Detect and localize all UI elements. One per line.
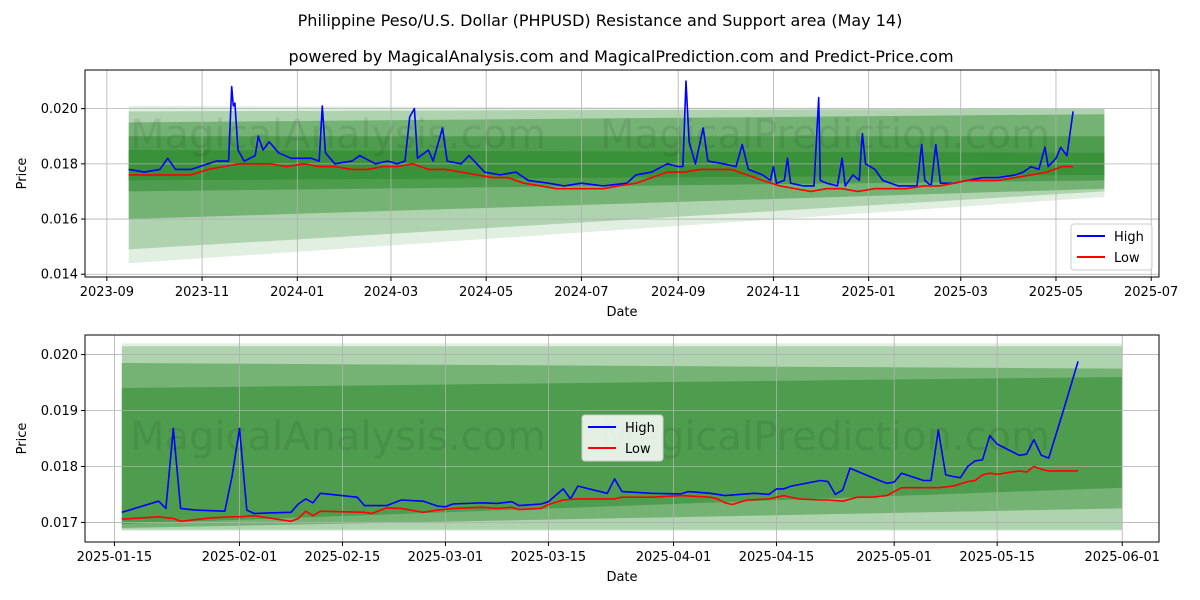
series-line-low <box>121 465 1079 523</box>
x-tick-label: 2025-03 <box>934 285 988 300</box>
y-tick-label: 0.019 <box>41 404 78 419</box>
legend: High Low <box>1070 223 1153 271</box>
x-tick-label: 2023-11 <box>175 285 229 300</box>
x-tick-label: 2025-02-15 <box>305 550 381 565</box>
watermark: MagicalPrediction.com <box>600 112 1050 158</box>
y-tick-label: 0.017 <box>41 516 78 531</box>
x-tick-label: 2025-06-01 <box>1084 550 1160 565</box>
x-tick-label: 2025-04-15 <box>739 550 815 565</box>
y-tick-label: 0.018 <box>41 460 78 475</box>
x-tick-label: 2025-04-01 <box>636 550 712 565</box>
axes-frame <box>84 69 1160 278</box>
x-axis-label: Date <box>606 570 637 585</box>
x-axis-label: Date <box>606 305 637 320</box>
legend-label-low: Low <box>625 442 651 457</box>
y-tick-label: 0.014 <box>41 268 78 283</box>
chart-title: Philippine Peso/U.S. Dollar (PHPUSD) Res… <box>298 11 903 30</box>
y-tick-label: 0.020 <box>41 102 78 117</box>
x-tick-label: 2024-09 <box>651 285 705 300</box>
y-axis-label: Price <box>15 158 30 190</box>
x-tick-label: 2024-11 <box>746 285 800 300</box>
y-axis-label: Price <box>15 423 30 455</box>
legend-label-high: High <box>625 421 655 436</box>
x-tick-label: 2025-07 <box>1124 285 1178 300</box>
y-tick-label: 0.020 <box>41 348 78 363</box>
x-tick-label: 2025-02-01 <box>202 550 278 565</box>
legend-label-high: High <box>1114 230 1144 245</box>
legend: High Low <box>581 414 664 462</box>
top-panel: MagicalAnalysis.com MagicalPrediction.com… <box>15 69 1178 320</box>
series-line-low <box>128 163 1074 193</box>
x-tick-label: 2024-07 <box>554 285 608 300</box>
bottom-panel: MagicalAnalysis.com MagicalPrediction.com… <box>15 334 1160 585</box>
y-tick-label: 0.018 <box>41 157 78 172</box>
x-tick-label: 2025-03-15 <box>511 550 587 565</box>
series-line-high <box>128 80 1074 187</box>
axes-frame <box>84 334 1160 543</box>
x-tick-label: 2023-09 <box>80 285 134 300</box>
x-tick-label: 2024-03 <box>364 285 418 300</box>
x-tick-label: 2025-05-01 <box>856 550 932 565</box>
legend-label-low: Low <box>1114 251 1140 266</box>
x-tick-label: 2025-01-15 <box>77 550 153 565</box>
x-tick-label: 2024-05 <box>459 285 513 300</box>
x-tick-label: 2025-05-15 <box>959 550 1035 565</box>
x-tick-label: 2025-01 <box>841 285 895 300</box>
x-tick-label: 2025-03-01 <box>408 550 484 565</box>
watermark: MagicalAnalysis.com <box>130 112 546 158</box>
chart-subtitle: powered by MagicalAnalysis.com and Magic… <box>288 47 953 66</box>
watermark: MagicalAnalysis.com <box>130 414 546 460</box>
y-tick-label: 0.016 <box>41 213 78 228</box>
x-tick-label: 2025-05 <box>1029 285 1083 300</box>
series-line-high <box>121 361 1079 515</box>
x-tick-label: 2024-01 <box>270 285 324 300</box>
watermark: MagicalPrediction.com <box>600 414 1050 460</box>
